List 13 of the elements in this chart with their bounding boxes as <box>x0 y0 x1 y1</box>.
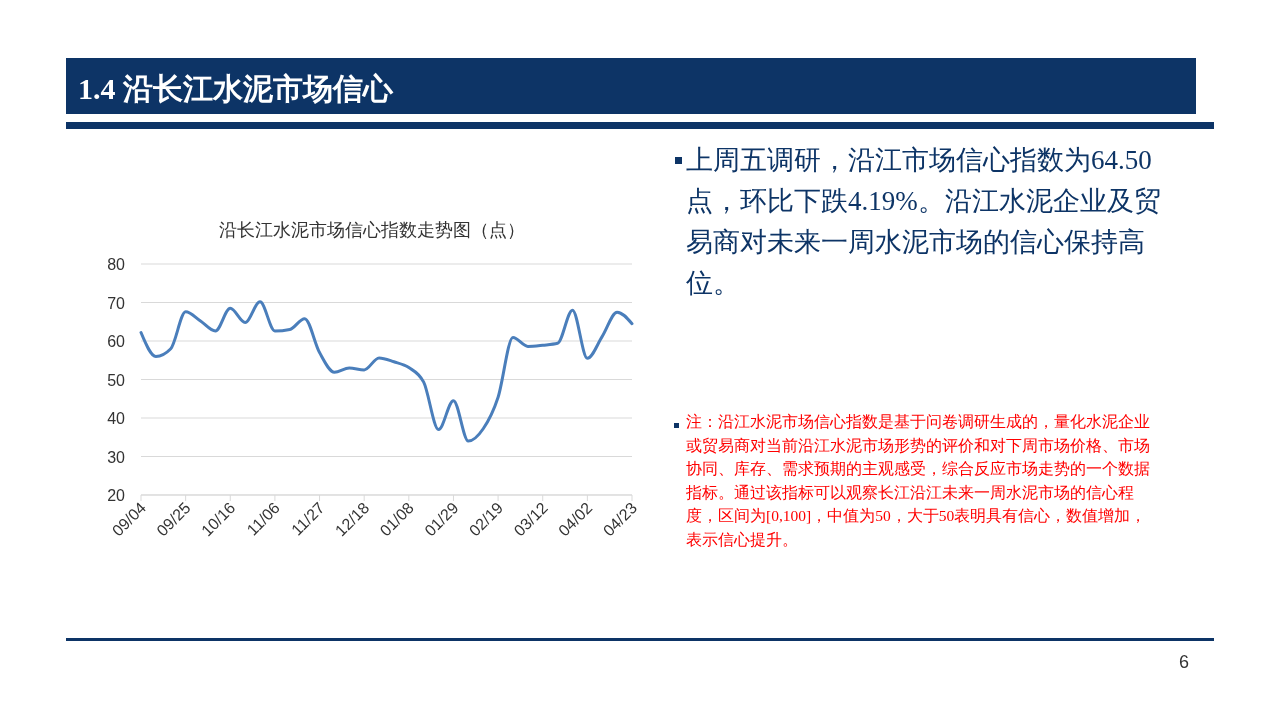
line-series <box>139 300 634 443</box>
chart-subtitle: 沿长江水泥市场信心指数走势图（点） <box>218 220 525 240</box>
y-tick-label: 60 <box>107 333 126 350</box>
y-tick-label: 40 <box>107 410 126 427</box>
y-tick-label: 20 <box>107 487 126 504</box>
y-tick-label: 30 <box>107 448 126 466</box>
y-tick-label: 50 <box>107 371 126 389</box>
text: 6 <box>1178 652 1190 672</box>
y-tick-label: 70 <box>107 294 126 312</box>
y-tick-label: 80 <box>107 256 126 273</box>
text: 注：沿江水泥市场信心指数是基于问卷调研生成的，量化水泥企业或贸易商对当前沿江水泥市场形势的评价和对下周市场价格、市场协同、库存、需求预期的主观感受，综合反应市场走势的一个数据指标。通过该指标可以观察长江沿江未来一周水泥市场的信心程度，区间为[0,100]，中值为50，大于50表明具有信心，数值增加，表示信心提升。 <box>686 412 1151 550</box>
text: 上周五调研，沿江市场信心指数为64.50点，环比下跌4.19%。沿江水泥企业及贸易商对未来一周水泥市场的信心保持高位。 <box>686 144 1162 300</box>
chart-title: 1.4 沿长江水泥市场信心 <box>78 72 394 105</box>
